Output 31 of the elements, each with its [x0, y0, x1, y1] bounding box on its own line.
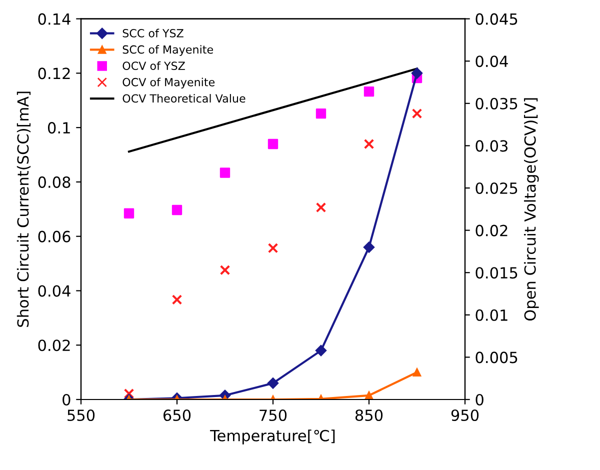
- y-tick-label: 0.12: [38, 68, 70, 80]
- y2-tick-label: 0.04: [476, 56, 508, 68]
- y-tick-label: 0.06: [38, 230, 70, 242]
- x-tick-label: 550: [68, 409, 95, 422]
- x-tick-label: 850: [355, 409, 383, 422]
- y-axis-title: Short Circuit Current(SCC)[mA]: [16, 92, 31, 327]
- y-tick-label: 0.08: [38, 176, 70, 188]
- y2-axis-title: Open Circuit Voltage(OCV)[V]: [524, 98, 539, 321]
- y-tick-label: 0.14: [38, 13, 70, 25]
- x-tick-label: 950: [451, 409, 479, 422]
- legend-label: SCC of YSZ: [122, 28, 184, 38]
- legend-label: SCC of Mayenite: [122, 45, 213, 56]
- y-tick-label: 0.1: [48, 122, 70, 134]
- y2-tick-label: 0.015: [476, 267, 518, 279]
- legend-label: OCV of Mayenite: [122, 78, 215, 88]
- y-tick-label: 0: [62, 394, 70, 406]
- legend-label: OCV Theoretical Value: [122, 94, 246, 103]
- y-tick-label: 0.04: [38, 285, 70, 297]
- x-tick-label: 750: [260, 409, 287, 422]
- x-tick-label: 650: [163, 409, 191, 422]
- y2-tick-label: 0.03: [476, 140, 508, 152]
- legend-label: OCV of YSZ: [122, 61, 185, 70]
- y2-tick-label: 0.01: [476, 309, 508, 321]
- x-axis-title: Temperature[℃]: [210, 430, 335, 444]
- y-tick-label: 0.02: [38, 340, 70, 352]
- y2-tick-label: 0.025: [476, 182, 518, 194]
- y2-tick-label: 0.045: [476, 13, 518, 25]
- y2-tick-label: 0.005: [476, 352, 518, 364]
- y2-tick-label: 0.035: [476, 98, 518, 110]
- y2-tick-label: 0.02: [476, 224, 508, 236]
- y2-tick-label: 0: [476, 394, 484, 406]
